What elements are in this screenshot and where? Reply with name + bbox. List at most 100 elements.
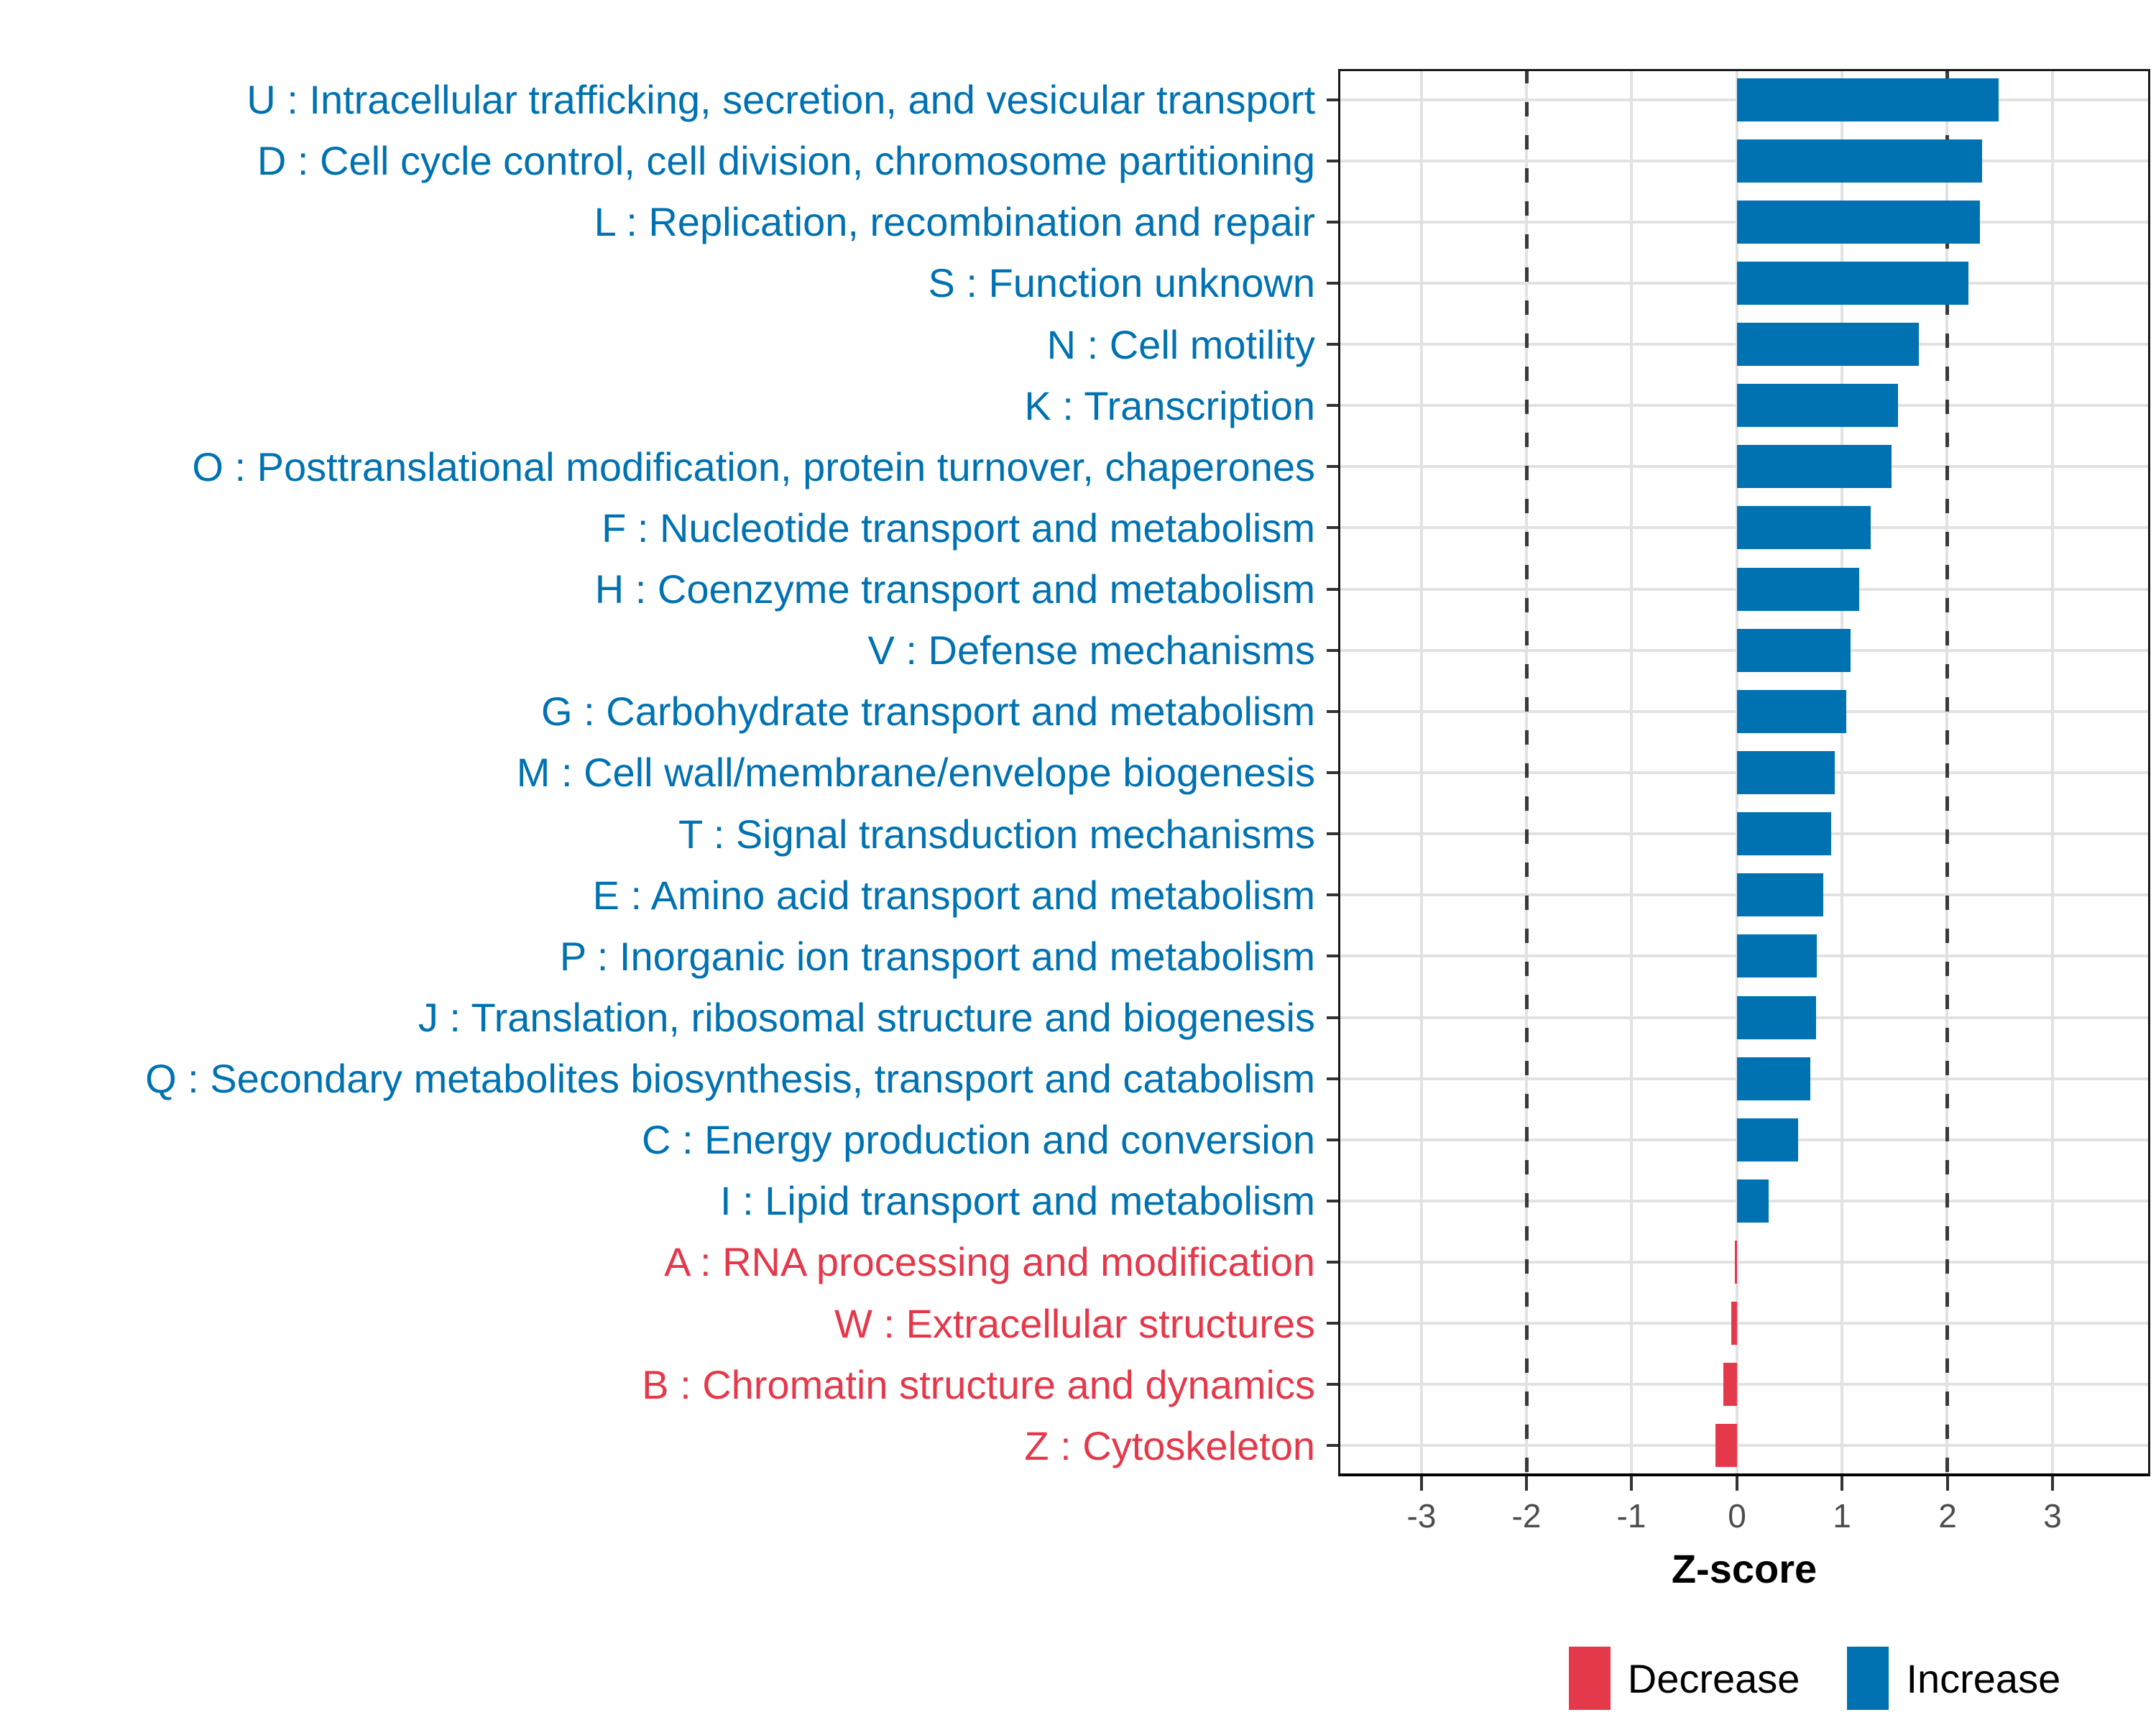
y-tick xyxy=(1327,1383,1338,1386)
y-tick xyxy=(1327,1016,1338,1019)
gridline-horizontal xyxy=(1338,1444,2150,1447)
y-axis-label: C : Energy production and conversion xyxy=(642,1117,1315,1162)
y-axis-label: Z : Cytoskeleton xyxy=(1024,1423,1315,1468)
legend-item-decrease: Decrease xyxy=(1568,1647,1800,1710)
gridline-horizontal xyxy=(1338,1261,2150,1264)
bar-L xyxy=(1736,201,1980,244)
x-axis-title: Z-score xyxy=(1671,1546,1818,1591)
x-tick xyxy=(1946,1476,1949,1491)
y-axis-label: U : Intracellular trafficking, secretion… xyxy=(247,77,1315,122)
bar-S xyxy=(1736,262,1968,305)
y-axis-label: H : Coenzyme transport and metabolism xyxy=(594,566,1315,612)
bar-O xyxy=(1736,445,1892,488)
bar-Z xyxy=(1715,1424,1737,1467)
y-tick xyxy=(1327,954,1338,957)
y-tick xyxy=(1327,1138,1338,1141)
x-tick xyxy=(1420,1476,1423,1491)
y-tick xyxy=(1327,221,1338,224)
y-tick xyxy=(1327,1200,1338,1202)
gridline-vertical xyxy=(2051,69,2054,1476)
bar-C xyxy=(1736,1118,1798,1162)
y-axis-label: K : Transcription xyxy=(1024,383,1315,428)
y-tick xyxy=(1327,404,1338,407)
bar-D xyxy=(1736,139,1982,183)
y-axis-label: L : Replication, recombination and repai… xyxy=(594,199,1315,244)
legend-label-increase: Increase xyxy=(1906,1655,2061,1701)
y-tick xyxy=(1327,1322,1338,1325)
y-axis-label: V : Defense mechanisms xyxy=(867,627,1315,673)
gridline-vertical xyxy=(1630,69,1633,1476)
y-axis-label: E : Amino acid transport and metabolism xyxy=(592,873,1315,918)
bar-W xyxy=(1731,1302,1737,1345)
bar-B xyxy=(1723,1363,1737,1406)
y-axis-label: Q : Secondary metabolites biosynthesis, … xyxy=(145,1056,1315,1101)
legend-item-increase: Increase xyxy=(1847,1647,2060,1710)
x-tick-label: -3 xyxy=(1406,1497,1437,1535)
x-tick-label: 2 xyxy=(1938,1497,1957,1535)
y-axis-label: G : Carbohydrate transport and metabolis… xyxy=(541,689,1315,734)
bar-J xyxy=(1736,996,1816,1039)
y-axis-label: D : Cell cycle control, cell division, c… xyxy=(257,138,1315,183)
x-tick xyxy=(1630,1476,1633,1491)
y-tick xyxy=(1327,1077,1338,1080)
reference-line-dashed xyxy=(1525,69,1529,1476)
bar-I xyxy=(1736,1179,1769,1223)
y-tick xyxy=(1327,526,1338,529)
y-axis-label: O : Posttranslational modification, prot… xyxy=(192,444,1315,489)
y-axis-label: N : Cell motility xyxy=(1046,322,1315,367)
bar-Q xyxy=(1736,1057,1811,1100)
y-tick xyxy=(1327,343,1338,346)
x-tick-label: 3 xyxy=(2043,1497,2062,1535)
gridline-vertical xyxy=(1841,69,1843,1476)
bar-G xyxy=(1736,690,1846,733)
legend: Decrease Increase xyxy=(1473,1642,2156,1714)
y-axis-label: I : Lipid transport and metabolism xyxy=(720,1178,1315,1223)
x-tick xyxy=(1841,1476,1843,1491)
bar-A xyxy=(1734,1241,1737,1284)
y-axis-label: M : Cell wall/membrane/envelope biogenes… xyxy=(516,750,1315,795)
bar-H xyxy=(1736,568,1859,611)
gridline-vertical xyxy=(1420,69,1423,1476)
y-tick xyxy=(1327,649,1338,652)
y-axis-label: S : Function unknown xyxy=(928,260,1315,305)
x-tick-label: 1 xyxy=(1833,1497,1851,1535)
y-tick xyxy=(1327,282,1338,285)
bar-T xyxy=(1736,812,1832,855)
x-tick xyxy=(1736,1476,1738,1491)
y-axis-label: W : Extracellular structures xyxy=(834,1301,1315,1346)
legend-swatch-decrease xyxy=(1568,1647,1611,1710)
y-axis-label: J : Translation, ribosomal structure and… xyxy=(418,995,1315,1040)
y-tick xyxy=(1327,98,1338,101)
y-axis-label: T : Signal transduction mechanisms xyxy=(678,811,1315,857)
x-tick xyxy=(2051,1476,2054,1491)
y-tick xyxy=(1327,893,1338,896)
bar-P xyxy=(1736,934,1817,978)
x-tick-label: -1 xyxy=(1616,1497,1646,1535)
reference-line-dashed xyxy=(1945,69,1949,1476)
bar-K xyxy=(1736,384,1898,427)
bar-U xyxy=(1736,78,1999,121)
y-tick xyxy=(1327,832,1338,835)
gridline-horizontal xyxy=(1338,1322,2150,1325)
bar-N xyxy=(1736,323,1919,366)
y-tick xyxy=(1327,1444,1338,1447)
y-tick xyxy=(1327,465,1338,468)
plot-panel xyxy=(1338,69,2150,1476)
bar-F xyxy=(1736,506,1871,549)
x-tick-label: -2 xyxy=(1511,1497,1542,1535)
x-tick xyxy=(1525,1476,1528,1491)
y-tick xyxy=(1327,160,1338,162)
gridline-horizontal xyxy=(1338,1383,2150,1386)
y-axis-label: B : Chromatin structure and dynamics xyxy=(642,1362,1315,1407)
y-axis-label: A : RNA processing and modification xyxy=(664,1239,1315,1284)
y-tick xyxy=(1327,771,1338,774)
y-axis-label: F : Nucleotide transport and metabolism xyxy=(602,505,1315,551)
y-tick xyxy=(1327,710,1338,713)
y-tick xyxy=(1327,588,1338,591)
x-tick-label: 0 xyxy=(1728,1497,1746,1535)
legend-label-decrease: Decrease xyxy=(1627,1655,1800,1701)
bar-M xyxy=(1736,751,1835,794)
legend-swatch-increase xyxy=(1847,1647,1889,1710)
y-tick xyxy=(1327,1261,1338,1264)
